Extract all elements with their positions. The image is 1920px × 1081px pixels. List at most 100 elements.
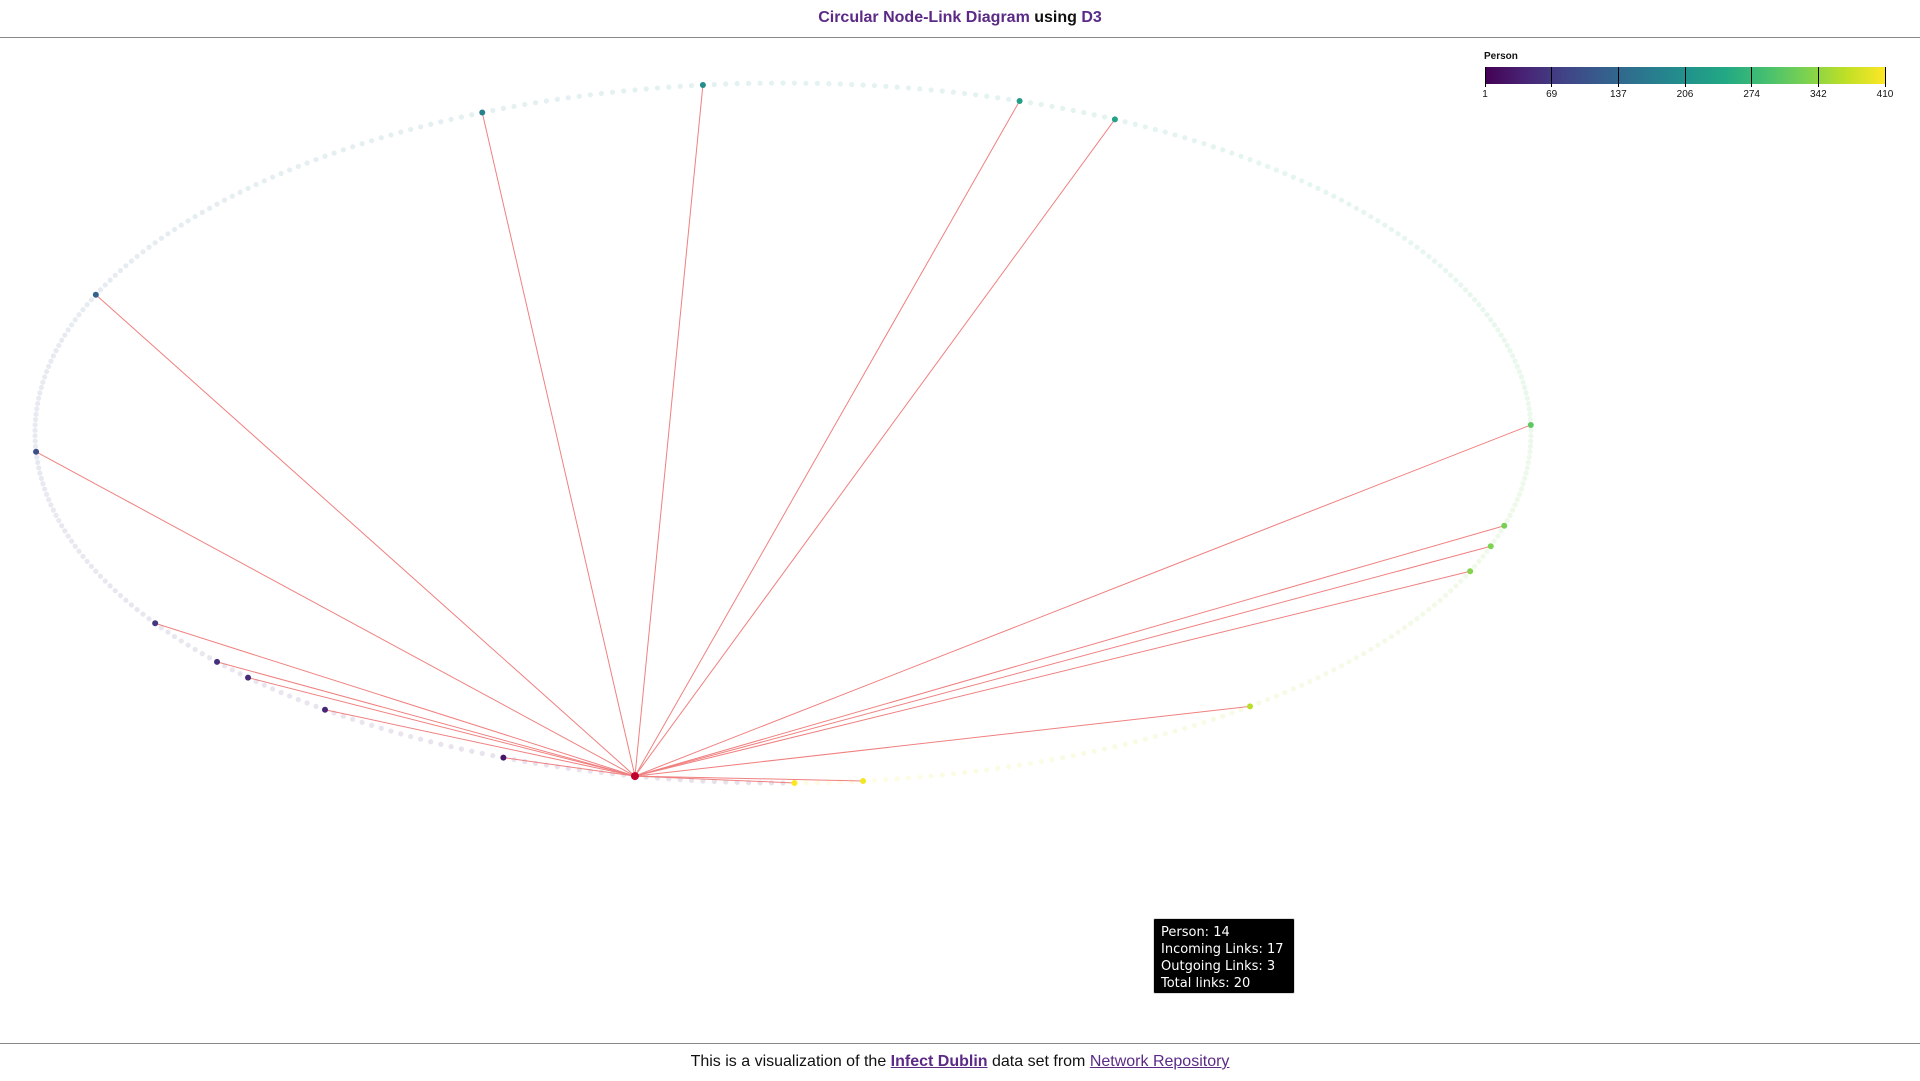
- node[interactable]: [1472, 297, 1478, 303]
- node[interactable]: [1488, 317, 1494, 323]
- node[interactable]: [37, 470, 43, 476]
- node[interactable]: [72, 317, 78, 323]
- selected-node[interactable]: [630, 772, 639, 781]
- node[interactable]: [340, 713, 346, 719]
- node[interactable]: [500, 105, 506, 111]
- node[interactable]: [270, 686, 276, 692]
- node[interactable]: [1520, 379, 1526, 385]
- node[interactable]: [1070, 107, 1076, 114]
- node[interactable]: [35, 400, 41, 407]
- node[interactable]: [1016, 762, 1023, 768]
- node[interactable]: [826, 81, 832, 87]
- node[interactable]: [666, 84, 672, 90]
- node[interactable]: [128, 602, 135, 608]
- node[interactable]: [1527, 449, 1533, 455]
- node[interactable]: [780, 780, 786, 786]
- node[interactable]: [1006, 764, 1012, 770]
- node[interactable]: [1408, 620, 1414, 626]
- node[interactable]: [469, 748, 475, 754]
- node[interactable]: [102, 578, 108, 584]
- node[interactable]: [146, 616, 152, 622]
- node[interactable]: [1172, 728, 1178, 734]
- node[interactable]: [1476, 302, 1482, 308]
- node[interactable]: [33, 411, 39, 417]
- node[interactable]: [134, 253, 140, 260]
- node[interactable]: [1480, 307, 1486, 313]
- node[interactable]: [803, 80, 809, 86]
- node[interactable]: [905, 85, 912, 91]
- node[interactable]: [1507, 512, 1513, 518]
- node[interactable]: [1101, 114, 1108, 120]
- node[interactable]: [1273, 167, 1279, 173]
- node[interactable]: [97, 573, 104, 579]
- node[interactable]: [543, 98, 550, 104]
- node[interactable]: [1414, 616, 1420, 622]
- node[interactable]: [871, 777, 878, 783]
- node[interactable]: [621, 88, 627, 94]
- node[interactable]: [350, 144, 356, 150]
- node[interactable]: [1201, 719, 1207, 725]
- node[interactable]: [1523, 390, 1529, 396]
- node-link-diagram[interactable]: [0, 38, 1920, 1042]
- node[interactable]: [178, 222, 184, 228]
- node[interactable]: [340, 147, 346, 153]
- node[interactable]: [1512, 502, 1518, 508]
- node[interactable]: [1524, 465, 1530, 471]
- node[interactable]: [746, 80, 752, 86]
- node[interactable]: [165, 629, 171, 635]
- node[interactable]: [768, 80, 775, 86]
- node[interactable]: [398, 129, 404, 135]
- node[interactable]: [43, 491, 50, 497]
- node[interactable]: [1453, 583, 1459, 589]
- node[interactable]: [1504, 342, 1510, 349]
- node[interactable]: [1462, 287, 1469, 293]
- node[interactable]: [1307, 678, 1313, 685]
- node[interactable]: [261, 682, 267, 688]
- node[interactable]: [378, 135, 384, 141]
- node[interactable]: [1442, 267, 1449, 274]
- node[interactable]: [1501, 337, 1507, 343]
- node[interactable]: [837, 81, 843, 87]
- node[interactable]: [88, 563, 94, 569]
- node[interactable]: [1152, 733, 1158, 740]
- node[interactable]: [448, 116, 454, 122]
- node[interactable]: [1437, 263, 1443, 269]
- node[interactable]: [1495, 327, 1501, 333]
- connected-node[interactable]: [1016, 97, 1023, 104]
- node[interactable]: [1524, 395, 1530, 401]
- node[interactable]: [438, 119, 444, 125]
- node[interactable]: [221, 197, 228, 203]
- node[interactable]: [1162, 129, 1168, 135]
- node[interactable]: [711, 81, 717, 88]
- node[interactable]: [479, 750, 485, 757]
- node[interactable]: [1523, 470, 1529, 476]
- node[interactable]: [1512, 358, 1518, 364]
- node[interactable]: [53, 348, 59, 354]
- node[interactable]: [418, 736, 424, 742]
- node[interactable]: [278, 689, 284, 696]
- node[interactable]: [1491, 538, 1497, 544]
- node[interactable]: [1290, 174, 1296, 180]
- node[interactable]: [995, 765, 1001, 771]
- node[interactable]: [1070, 752, 1076, 759]
- node[interactable]: [1323, 671, 1329, 677]
- node[interactable]: [32, 433, 38, 439]
- node[interactable]: [826, 779, 832, 785]
- connected-node[interactable]: [1111, 116, 1118, 123]
- node[interactable]: [146, 244, 152, 250]
- node[interactable]: [768, 780, 775, 786]
- node[interactable]: [84, 302, 90, 308]
- node[interactable]: [1368, 646, 1374, 653]
- node[interactable]: [609, 89, 616, 95]
- node[interactable]: [1081, 750, 1087, 757]
- node[interactable]: [849, 81, 855, 88]
- node[interactable]: [995, 95, 1001, 101]
- node[interactable]: [1191, 138, 1197, 144]
- connected-node[interactable]: [245, 674, 252, 681]
- node[interactable]: [757, 80, 763, 86]
- node[interactable]: [32, 416, 39, 423]
- node[interactable]: [214, 201, 220, 207]
- node[interactable]: [711, 778, 717, 785]
- node[interactable]: [1256, 700, 1262, 706]
- node[interactable]: [1491, 322, 1497, 328]
